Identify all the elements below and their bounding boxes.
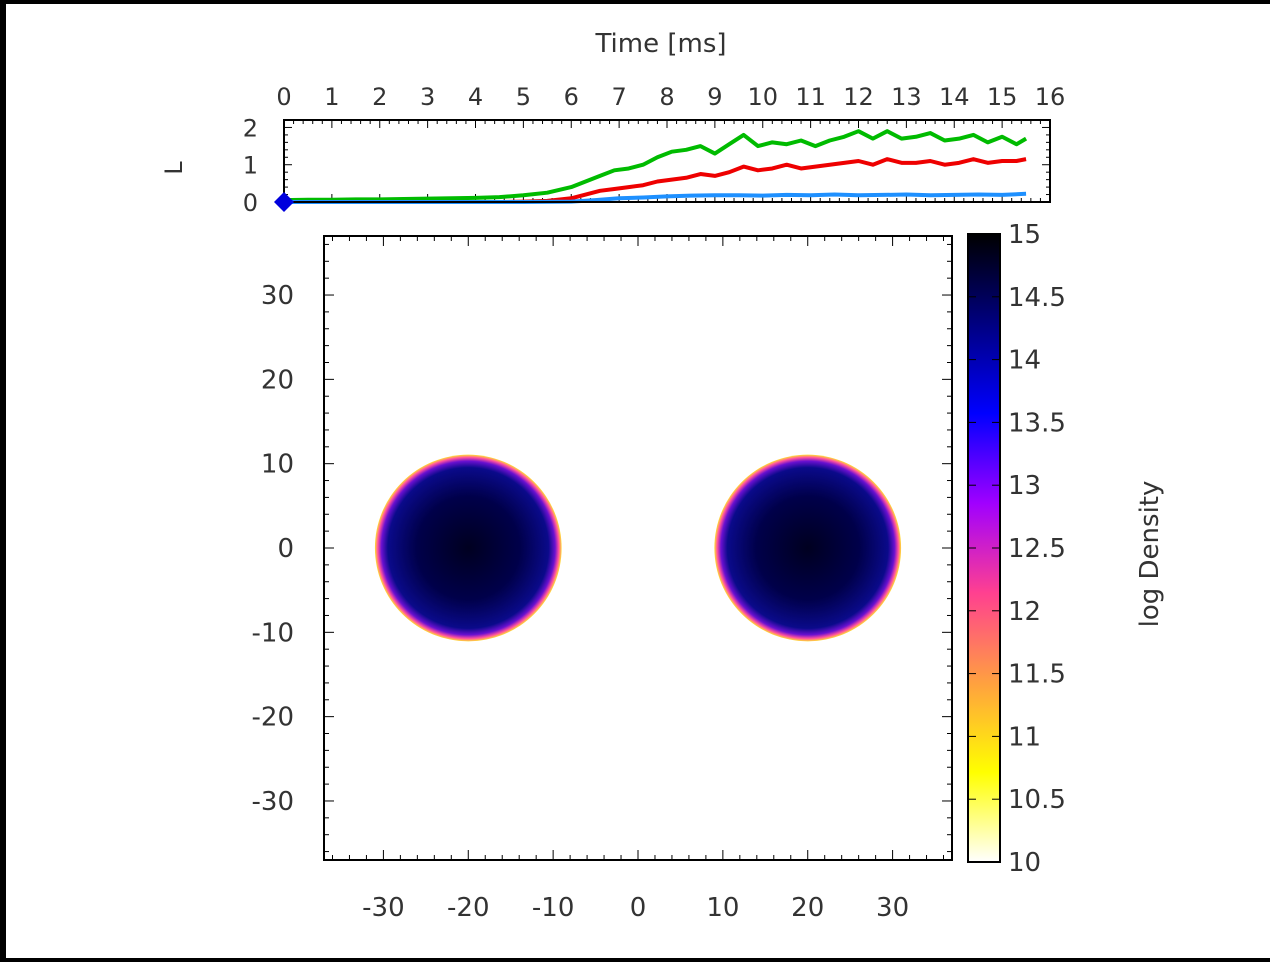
current-time-markers — [274, 192, 294, 212]
time-tick-label: 12 — [843, 83, 874, 111]
l-tick-label: 2 — [243, 114, 258, 142]
time-tick-label: 4 — [468, 83, 483, 111]
figure: Time [ms] L 0 1 2 3 4 5 6 7 8 9 10 11 12 13 14 15 16 012… — [160, 29, 1165, 923]
l-tick-label: 0 — [243, 189, 258, 217]
heatmap-y-tick-label: 20 — [261, 365, 294, 395]
time-tick-label: 9 — [707, 83, 722, 111]
colorbar-tick-label: 13 — [1008, 471, 1041, 501]
colorbar-tick-label: 15 — [1008, 220, 1041, 250]
heatmap-x-tick-label: -10 — [532, 893, 574, 923]
time-tick-label: 15 — [987, 83, 1018, 111]
colorbar-tick-label: 11.5 — [1008, 660, 1066, 690]
heatmap-y-tick-label: 30 — [261, 281, 294, 311]
time-tick-label: 7 — [611, 83, 626, 111]
heatmap-y-tick-label: -20 — [252, 703, 294, 733]
time-tick-label: 10 — [747, 83, 778, 111]
colorbar-tick-label: 11 — [1008, 722, 1041, 752]
heatmap-x-tick-label: 30 — [876, 893, 909, 923]
line-plot-border — [283, 119, 1051, 203]
l-tick-label: 1 — [243, 152, 258, 180]
line-series-group — [283, 129, 1028, 204]
time-tick-label: 6 — [564, 83, 579, 111]
density-blob — [374, 454, 562, 642]
time-marker-diamond — [274, 192, 294, 212]
time-tick-label: 13 — [891, 83, 922, 111]
colorbar: 15 14.5 14 13.5 13 12.5 12 11.5 11 10.5 10 log Den… — [967, 220, 1165, 878]
colorbar-ticks: 15 14.5 14 13.5 13 12.5 12 11.5 11 10.5 10 — [968, 220, 1066, 878]
colorbar-tick-label: 10 — [1008, 848, 1041, 878]
l-tick-labels: 0 1 2 — [243, 114, 258, 217]
luminosity-line-chart: Time [ms] L 0 1 2 3 4 5 6 7 8 9 10 11 12 13 14 15 16 012 — [160, 29, 1065, 217]
colorbar-label: log Density — [1135, 481, 1165, 628]
time-tick-label: 14 — [939, 83, 970, 111]
series-line-0 — [283, 129, 1028, 203]
time-tick-labels: 0 1 2 3 4 5 6 7 8 9 10 11 12 13 14 15 16 — [276, 83, 1065, 111]
time-tick-label: 1 — [324, 83, 339, 111]
time-tick-label: 3 — [420, 83, 435, 111]
colorbar-tick-label: 12.5 — [1008, 534, 1066, 564]
time-tick-label: 11 — [795, 83, 826, 111]
heatmap-x-tick-label: -30 — [362, 893, 404, 923]
heatmap-y-tick-label: 10 — [261, 450, 294, 480]
time-tick-label: 2 — [372, 83, 387, 111]
heatmap-y-tick-label: -10 — [252, 618, 294, 648]
density-blobs — [374, 454, 902, 642]
colorbar-tick-label: 14 — [1008, 346, 1041, 376]
heatmap-x-tick-label: 0 — [630, 893, 647, 923]
time-tick-label: 8 — [659, 83, 674, 111]
time-tick-label: 5 — [516, 83, 531, 111]
heatmap-y-tick-labels: 30 20 10 0 -10 -20 -30 — [252, 281, 294, 817]
heatmap-y-tick-label: 0 — [277, 534, 294, 564]
heatmap-border — [323, 235, 953, 861]
heatmap-y-tick-label: -30 — [252, 787, 294, 817]
colorbar-tick-label: 10.5 — [1008, 785, 1066, 815]
heatmap-x-tick-labels: -30 -20 -10 0 10 20 30 — [362, 893, 909, 923]
colorbar-tick-label: 14.5 — [1008, 283, 1066, 313]
heatmap-x-tick-label: -20 — [447, 893, 489, 923]
density-heatmap: -30 -20 -10 0 10 20 30 30 20 10 0 -10 -20 -30 — [252, 235, 953, 923]
time-axis-label: Time [ms] — [594, 29, 726, 59]
heatmap-x-tick-label: 20 — [791, 893, 824, 923]
l-axis-label: L — [160, 161, 188, 175]
density-blob — [714, 454, 902, 642]
time-tick-label: 16 — [1035, 83, 1066, 111]
colorbar-tick-label: 13.5 — [1008, 408, 1066, 438]
heatmap-x-tick-label: 10 — [706, 893, 739, 923]
time-tick-label: 0 — [276, 83, 291, 111]
colorbar-tick-label: 12 — [1008, 597, 1041, 627]
